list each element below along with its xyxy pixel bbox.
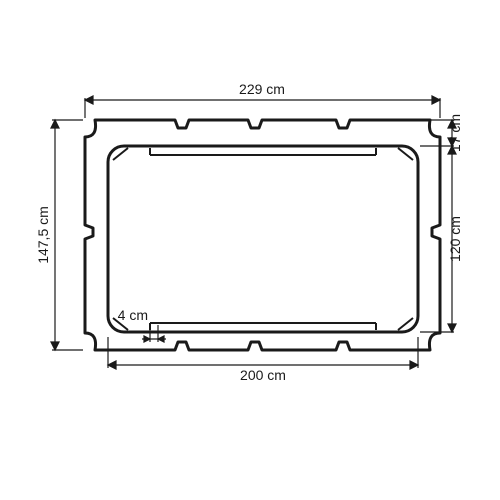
inner-panel [108,146,418,332]
dim-outer-width [85,96,440,118]
dim-inner-width-label: 200 cm [240,367,286,383]
dim-inner-width [108,337,418,369]
dim-outer-height-label: 147,5 cm [35,206,51,264]
technical-drawing-svg: 229 cm 147,5 cm 120 cm 17 cm 200 cm [0,0,500,500]
dim-top-gap-label: 17 cm [447,114,463,152]
dim-outer-width-label: 229 cm [239,81,285,97]
corner-stitches [113,148,413,330]
dim-hem-label: 4 cm [118,307,148,323]
diagram-container: 229 cm 147,5 cm 120 cm 17 cm 200 cm [0,0,500,500]
dim-outer-height [51,120,83,350]
hem-bars [150,148,376,330]
dim-inner-height-label: 120 cm [447,216,463,262]
